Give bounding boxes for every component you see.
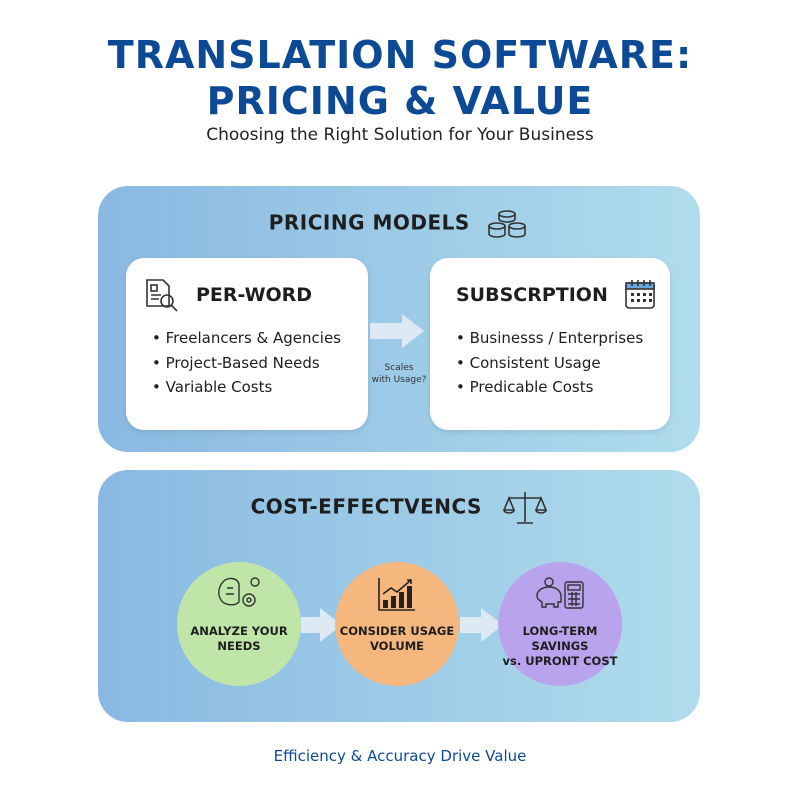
cost-effectiveness-title: COST-EFFECTVENCS xyxy=(250,494,482,519)
arrow-note: Scales with Usage? xyxy=(366,362,432,386)
step-label-line: ANALYZE YOUR xyxy=(190,624,288,638)
subscription-list: Businesss / Enterprises Consistent Usage… xyxy=(456,326,644,400)
step-long-term-savings: LONG-TERM SAVINGS vs. UPRONT COST xyxy=(498,562,622,686)
note-line-1: Scales xyxy=(384,363,414,373)
footer-tagline: Efficiency & Accuracy Drive Value xyxy=(273,747,527,765)
page-title: TRANSLATION SOFTWARE: PRICING & VALUE xyxy=(0,32,800,124)
step-label-line: NEEDS xyxy=(217,639,261,653)
list-item: Consistent Usage xyxy=(456,351,643,376)
piggy-bank-calculator-icon xyxy=(536,577,584,609)
list-item: Freelancers & Agencies xyxy=(152,326,341,351)
per-word-list: Freelancers & Agencies Project-Based Nee… xyxy=(152,326,341,400)
page-subtitle: Choosing the Right Solution for Your Bus… xyxy=(206,125,594,145)
step-label-line: vs. UPRONT COST xyxy=(502,654,618,668)
list-item: Project-Based Needs xyxy=(152,351,341,376)
cost-effectiveness-heading: COST-EFFECTVENCS xyxy=(98,490,700,526)
brain-gears-icon xyxy=(218,577,260,607)
title-line-2: PRICING & VALUE xyxy=(206,79,594,123)
coins-stack-icon xyxy=(488,210,527,238)
per-word-title: PER-WORD xyxy=(196,284,313,306)
per-word-card: PER-WORD Freelancers & Agencies Project-… xyxy=(126,258,368,430)
arrow-connector xyxy=(460,617,484,633)
pricing-models-title: PRICING MODELS xyxy=(268,210,470,235)
pricing-models-panel: PRICING MODELS PER-WORD Freelancers & Ag… xyxy=(98,186,700,452)
calendar-icon xyxy=(625,280,655,309)
bar-chart-growth-icon xyxy=(378,578,415,611)
title-line-1: TRANSLATION SOFTWARE: xyxy=(107,33,693,77)
document-search-icon xyxy=(146,279,178,312)
step-label-line: VOLUME xyxy=(369,639,425,653)
step-usage-volume: CONSIDER USAGE VOLUME xyxy=(335,562,459,686)
step-label-line: CONSIDER USAGE xyxy=(339,624,455,638)
pricing-models-heading: PRICING MODELS xyxy=(98,208,700,240)
arrow-head xyxy=(402,314,424,348)
step-analyze-needs: ANALYZE YOUR NEEDS xyxy=(177,562,301,686)
subscription-card: SUBSCRPTION Businesss / Enterprises Cons… xyxy=(430,258,670,430)
arrow-connector xyxy=(370,323,404,339)
list-item: Predicable Costs xyxy=(456,375,643,400)
note-line-2: with Usage? xyxy=(371,375,427,385)
arrow-connector xyxy=(301,617,323,633)
step-label: LONG-TERM SAVINGS vs. UPRONT COST xyxy=(498,624,622,669)
list-item: Variable Costs xyxy=(152,375,341,400)
step-label-line: LONG-TERM SAVINGS xyxy=(522,624,598,653)
list-item: Businesss / Enterprises xyxy=(456,326,644,351)
cost-effectiveness-panel: COST-EFFECTVENCS ANALYZE YOUR NEEDS CONSI… xyxy=(98,470,700,722)
step-label: ANALYZE YOUR NEEDS xyxy=(177,624,301,654)
arrow-head xyxy=(481,608,503,642)
step-label: CONSIDER USAGE VOLUME xyxy=(335,624,459,654)
subscription-title: SUBSCRPTION xyxy=(456,284,608,306)
balance-scale-icon xyxy=(503,492,548,524)
